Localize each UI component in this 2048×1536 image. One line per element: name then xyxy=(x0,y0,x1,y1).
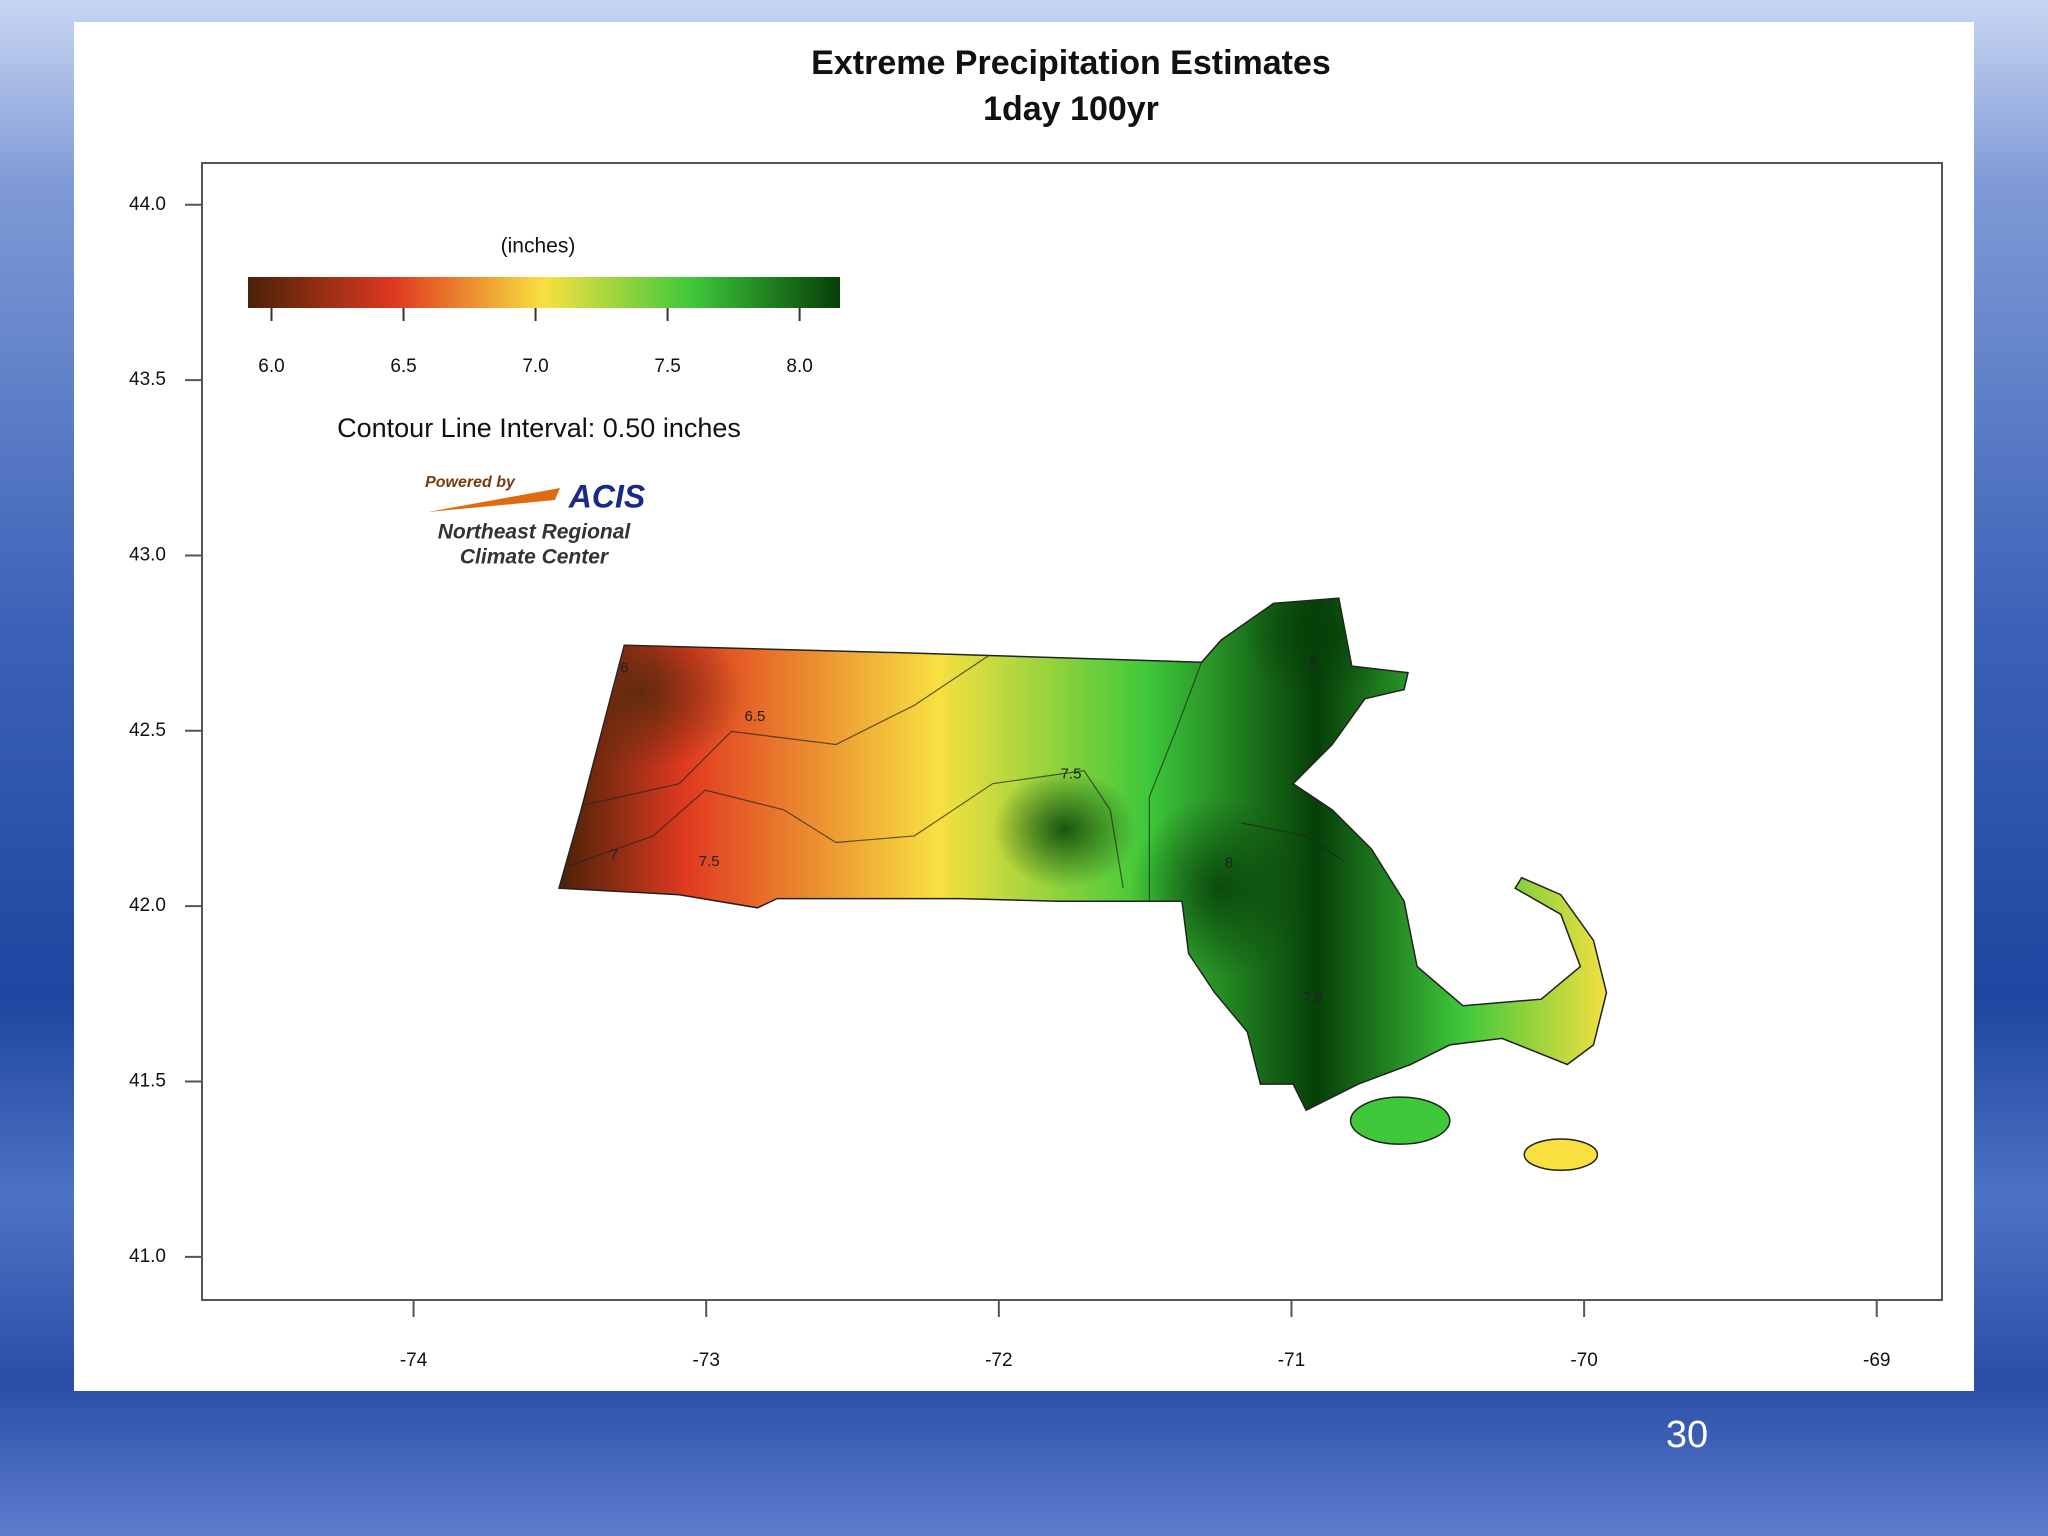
state-map: 6 6.5 7 7.5 7.5 8 7.5 8 xyxy=(558,597,1608,1172)
y-tick-label: 44.0 xyxy=(129,194,166,215)
y-tick-label: 42.5 xyxy=(129,720,166,741)
y-tick-label: 41.0 xyxy=(129,1246,166,1267)
colorbar-label: (inches) xyxy=(501,235,576,258)
slide-number: 30 xyxy=(1666,1414,1708,1456)
logo-swoosh xyxy=(428,488,560,512)
colorbar-tick-label: 7.5 xyxy=(654,356,680,377)
colorbar-tick-label: 6.5 xyxy=(390,356,416,377)
colorbar-tick-label: 8.0 xyxy=(786,356,812,377)
x-tick-label: -74 xyxy=(400,1350,428,1371)
y-tick-label: 43.0 xyxy=(129,544,166,565)
chart-subtitle: 1day 100yr xyxy=(983,90,1159,128)
contour-label: 6 xyxy=(620,660,628,677)
logo-powered-by: Powered by xyxy=(425,474,516,491)
y-tick-label: 41.5 xyxy=(129,1071,166,1092)
contour-interval: Contour Line Interval: 0.50 inches xyxy=(337,413,741,443)
contour-line xyxy=(561,769,1124,889)
colorbar-tick-label: 7.0 xyxy=(522,356,548,377)
contour-label: 8 xyxy=(1225,854,1233,871)
colorbar xyxy=(248,277,840,308)
contour-label: 6.5 xyxy=(745,708,766,725)
island xyxy=(1349,1096,1451,1145)
x-tick-label: -69 xyxy=(1863,1350,1890,1371)
island xyxy=(1523,1138,1599,1172)
contour-label: 7.5 xyxy=(1061,765,1082,782)
shading xyxy=(559,598,1398,980)
contour-line xyxy=(1240,822,1346,863)
contour-line xyxy=(574,652,993,808)
x-tick-label: -70 xyxy=(1570,1350,1597,1371)
contour-label: 7.5 xyxy=(699,853,720,870)
y-tick-label: 43.5 xyxy=(129,369,166,390)
contour-label: 7 xyxy=(610,846,618,863)
contour-line xyxy=(1148,661,1203,902)
x-tick-label: -71 xyxy=(1278,1350,1305,1371)
logo-org: Climate Center xyxy=(460,546,610,569)
contour-label: 8 xyxy=(1308,653,1316,670)
logo-acis: ACIS xyxy=(568,478,646,514)
y-tick-label: 42.0 xyxy=(129,895,166,916)
logo-org: Northeast Regional xyxy=(438,521,632,544)
colorbar-tick-label: 6.0 xyxy=(258,356,284,377)
chart-title: Extreme Precipitation Estimates xyxy=(811,44,1331,82)
contour-label: 7.5 xyxy=(1302,989,1323,1006)
x-tick-label: -72 xyxy=(985,1350,1012,1371)
shading-spot xyxy=(992,770,1137,889)
x-tick-label: -73 xyxy=(692,1350,719,1371)
